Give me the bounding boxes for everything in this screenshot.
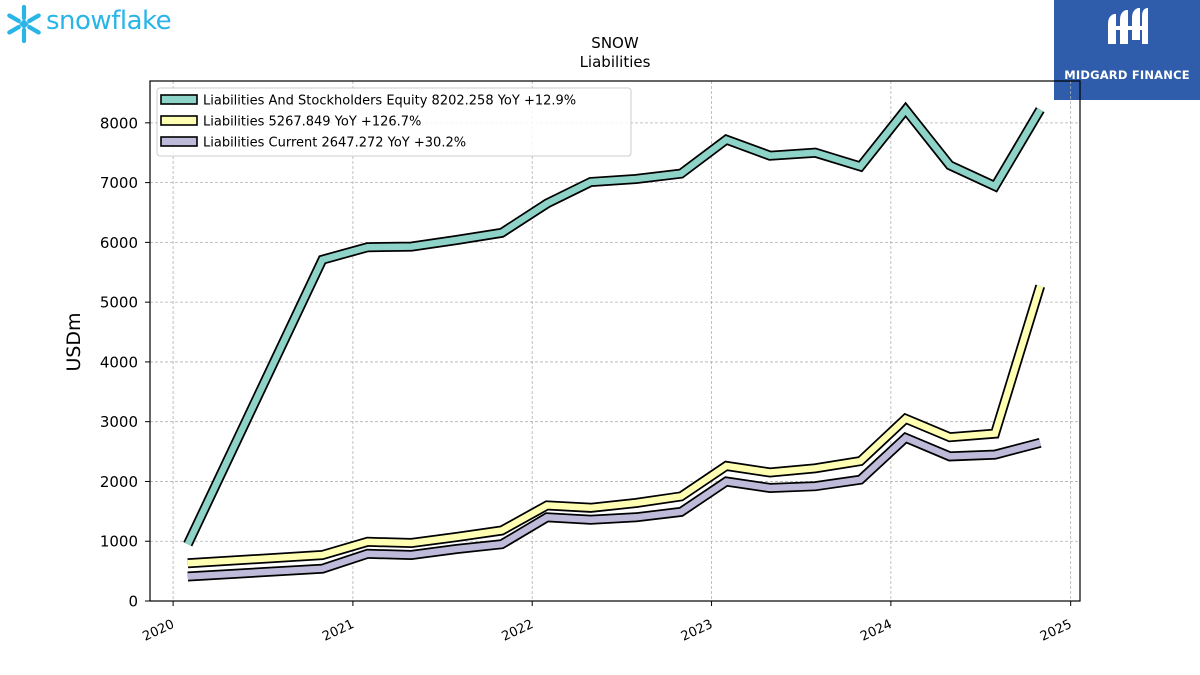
series-lines <box>183 101 1045 582</box>
snowflake-icon <box>7 4 41 44</box>
x-tick-label: 2025 <box>1038 617 1074 645</box>
snowflake-logo-text: snowflake <box>46 6 172 36</box>
y-tick-label: 4000 <box>100 353 138 371</box>
snowflake-logo: snowflake <box>4 2 174 46</box>
x-tick-label: 2022 <box>500 617 536 645</box>
series-1 <box>187 284 1045 569</box>
legend-item: Liabilities And Stockholders Equity 8202… <box>160 94 576 109</box>
midgard-finance-logo: MIDGARD FINANCE <box>1054 0 1200 100</box>
y-tick-label: 8000 <box>100 114 138 132</box>
series-2 <box>187 431 1042 582</box>
legend-label: Liabilities 5267.849 YoY +126.7% <box>203 115 421 130</box>
y-tick-label: 6000 <box>100 234 138 252</box>
y-ticks: 0 1000 2000 3000 4000 5000 6000 7000 8000 <box>100 114 150 611</box>
y-tick-label: 7000 <box>100 174 138 192</box>
legend: Liabilities And Stockholders Equity 8202… <box>156 87 632 157</box>
legend-item: Liabilities 5267.849 YoY +126.7% <box>160 115 421 130</box>
legend-box <box>156 87 632 157</box>
series-line <box>187 433 1042 580</box>
series-0 <box>183 101 1045 547</box>
series-line <box>184 104 1043 546</box>
midgard-logo-text: MIDGARD FINANCE <box>1064 68 1190 82</box>
series-line-outline <box>183 101 1045 547</box>
y-tick-label: 3000 <box>100 413 138 431</box>
y-tick-label: 2000 <box>100 473 138 491</box>
chart-subtitle: Liabilities <box>580 53 651 71</box>
x-tick-label: 2021 <box>320 617 356 645</box>
legend-item: Liabilities Current 2647.272 YoY +30.2% <box>160 136 466 151</box>
y-tick-label: 5000 <box>100 294 138 312</box>
series-line <box>187 285 1044 567</box>
legend-swatch <box>160 136 198 147</box>
legend-label: Liabilities And Stockholders Equity 8202… <box>203 94 576 109</box>
y-tick-label: 0 <box>128 593 138 611</box>
y-axis-label: USDm <box>63 312 85 371</box>
legend-label: Liabilities Current 2647.272 YoY +30.2% <box>203 136 466 151</box>
x-ticks: 2020 2021 2022 2023 2024 2025 <box>140 601 1074 645</box>
midgard-mark-icon <box>1108 8 1148 44</box>
x-tick-label: 2024 <box>858 617 894 645</box>
x-tick-label: 2023 <box>679 617 715 645</box>
x-tick-label: 2020 <box>140 617 176 645</box>
plot-frame <box>149 80 1081 602</box>
legend-swatch <box>160 115 198 126</box>
legend-swatch <box>160 94 198 105</box>
chart-title: SNOW <box>591 34 639 52</box>
y-tick-label: 1000 <box>100 533 138 551</box>
